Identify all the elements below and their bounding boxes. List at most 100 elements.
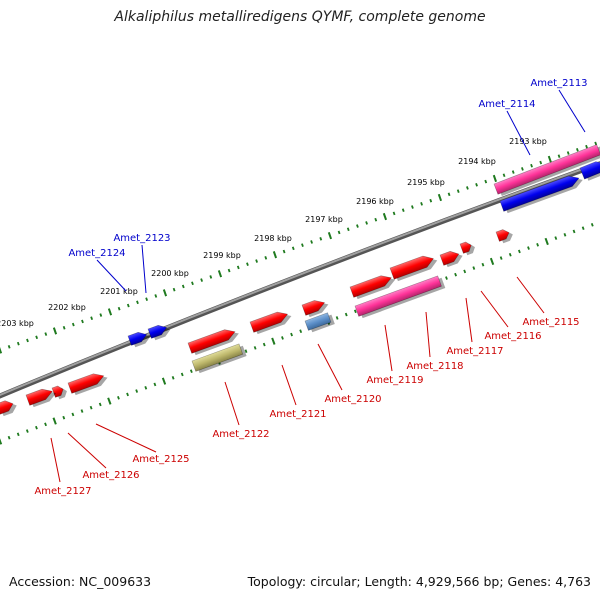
minor-tick bbox=[557, 154, 561, 158]
minor-tick bbox=[236, 265, 240, 270]
scale-label: 2203 kbp bbox=[0, 319, 34, 328]
gene-arrow-edge bbox=[0, 400, 17, 417]
minor-tick bbox=[126, 303, 130, 308]
major-tick bbox=[547, 155, 552, 164]
minor-tick bbox=[301, 243, 304, 247]
minor-tick bbox=[475, 182, 478, 187]
rrna-arrow-2119 bbox=[354, 275, 446, 319]
gene-arrow-2116 bbox=[459, 241, 475, 256]
minor-tick bbox=[484, 179, 488, 184]
minor-tick bbox=[527, 246, 530, 250]
rrna-arrow-top bbox=[493, 144, 600, 196]
outer-scale-ring bbox=[0, 141, 598, 354]
minor-tick bbox=[25, 429, 29, 433]
minor-tick bbox=[566, 151, 570, 155]
minor-tick bbox=[445, 276, 448, 280]
minor-tick bbox=[344, 312, 348, 317]
arrow-body bbox=[354, 275, 442, 317]
gene-label: Amet_2119 bbox=[366, 375, 423, 386]
minor-tick bbox=[420, 202, 423, 206]
minor-tick bbox=[463, 269, 467, 274]
minor-tick bbox=[310, 240, 313, 244]
gene-features bbox=[0, 144, 600, 417]
minor-tick bbox=[291, 246, 295, 251]
genome-summary-label: Topology: circular; Length: 4,929,566 bp… bbox=[247, 574, 591, 589]
gene-label: Amet_2118 bbox=[406, 361, 463, 372]
minor-tick bbox=[353, 309, 357, 314]
minor-tick bbox=[346, 227, 350, 232]
gene-leader-line bbox=[558, 89, 586, 133]
major-tick bbox=[161, 377, 167, 385]
minor-tick bbox=[26, 338, 29, 343]
gene-label: Amet_2116 bbox=[484, 331, 541, 342]
minor-tick bbox=[81, 319, 84, 324]
minor-tick bbox=[481, 262, 485, 267]
minor-tick bbox=[521, 167, 524, 171]
arrow-body bbox=[439, 250, 460, 266]
minor-tick bbox=[299, 329, 303, 334]
gene-leader-line bbox=[95, 423, 157, 453]
arrow-body bbox=[495, 229, 510, 242]
arrow-body bbox=[493, 144, 600, 195]
arrow-body bbox=[191, 343, 244, 372]
gene-label: Amet_2125 bbox=[132, 454, 189, 465]
major-tick bbox=[327, 231, 333, 240]
gene-label: Amet_2113 bbox=[530, 78, 587, 89]
major-tick bbox=[52, 417, 57, 425]
gene-label: Amet_2117 bbox=[446, 346, 503, 357]
minor-tick bbox=[16, 432, 20, 437]
scale-label: 2202 kbp bbox=[48, 303, 86, 312]
gene-leader-line bbox=[516, 276, 545, 314]
scale-label: 2196 kbp bbox=[356, 197, 394, 206]
minor-tick bbox=[71, 322, 75, 327]
scale-label: 2193 kbp bbox=[509, 137, 547, 146]
gene-labels: 2193 kbp 2194 kbp 2195 kbp 2196 kbp 2197 kbp… bbox=[0, 78, 588, 497]
minor-tick bbox=[200, 278, 204, 282]
major-tick bbox=[489, 257, 495, 266]
gene-label: Amet_2115 bbox=[522, 317, 579, 328]
minor-tick bbox=[585, 144, 588, 149]
minor-tick bbox=[90, 316, 94, 321]
gene-arrow-2124 bbox=[127, 331, 151, 348]
minor-tick bbox=[153, 382, 157, 387]
minor-tick bbox=[171, 375, 175, 380]
minor-tick bbox=[337, 230, 341, 235]
minor-tick bbox=[99, 313, 103, 317]
scale-label: 2197 kbp bbox=[305, 215, 343, 224]
minor-tick bbox=[374, 217, 378, 222]
minor-tick bbox=[98, 402, 102, 407]
gene-label: Amet_2120 bbox=[324, 394, 381, 405]
minor-tick bbox=[191, 281, 194, 286]
minor-tick bbox=[189, 369, 193, 373]
scale-label: 2199 kbp bbox=[203, 251, 241, 260]
gene-arrow-2121 bbox=[249, 311, 292, 335]
minor-tick bbox=[172, 287, 176, 292]
gene-arrow-2120 bbox=[301, 300, 329, 318]
gene-leader-line bbox=[480, 290, 509, 328]
minor-tick bbox=[508, 252, 512, 257]
major-tick bbox=[162, 289, 168, 297]
minor-tick bbox=[255, 259, 258, 263]
gene-label: Amet_2122 bbox=[212, 429, 269, 440]
major-tick bbox=[492, 174, 497, 183]
minor-tick bbox=[554, 236, 558, 240]
gene-leader-line bbox=[465, 297, 473, 343]
minor-tick bbox=[281, 336, 284, 340]
gene-leader-line bbox=[224, 381, 240, 426]
gene-leader-line bbox=[141, 244, 147, 294]
gene-leader-line bbox=[384, 324, 393, 372]
minor-tick bbox=[7, 435, 11, 440]
major-tick bbox=[107, 397, 112, 405]
arrow-body bbox=[25, 388, 53, 406]
minor-tick bbox=[117, 306, 121, 311]
arrow-body bbox=[389, 255, 434, 280]
backbone-highlight bbox=[0, 161, 600, 397]
gene-arrow-2122 bbox=[187, 329, 239, 356]
minor-tick bbox=[511, 170, 515, 174]
minor-tick bbox=[244, 349, 248, 354]
gene-arrow-2115 bbox=[495, 229, 513, 244]
minor-tick bbox=[290, 332, 293, 337]
minor-tick bbox=[502, 173, 506, 178]
gene-label: Amet_2121 bbox=[269, 409, 326, 420]
major-tick bbox=[0, 346, 3, 354]
